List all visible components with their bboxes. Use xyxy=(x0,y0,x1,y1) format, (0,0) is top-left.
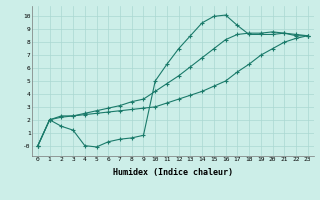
X-axis label: Humidex (Indice chaleur): Humidex (Indice chaleur) xyxy=(113,168,233,177)
